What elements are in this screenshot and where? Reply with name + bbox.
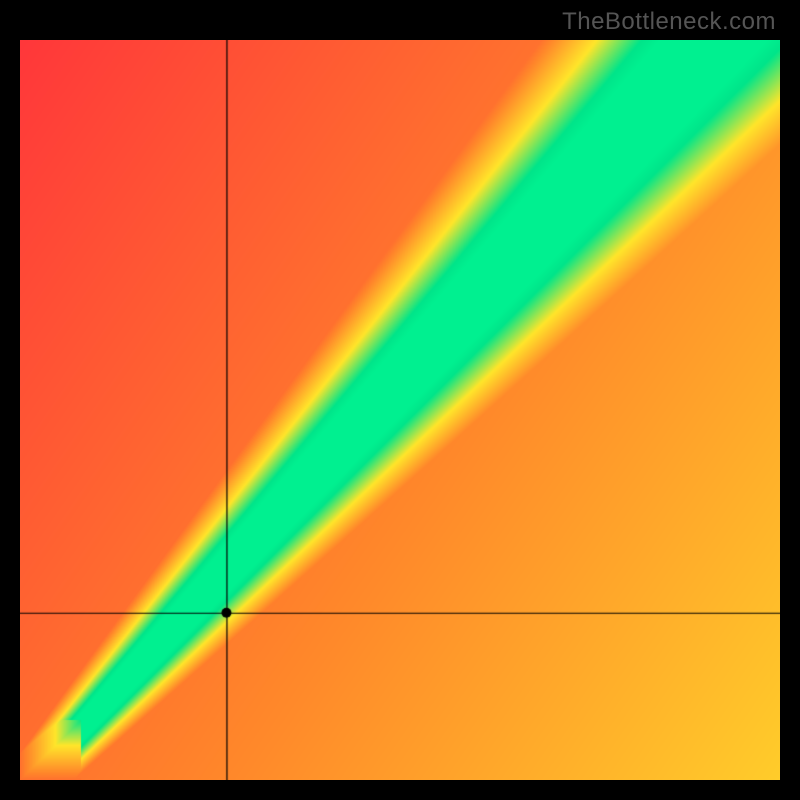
heatmap-canvas	[20, 40, 780, 780]
bottleneck-heatmap	[20, 40, 780, 780]
watermark-text: TheBottleneck.com	[562, 8, 776, 36]
